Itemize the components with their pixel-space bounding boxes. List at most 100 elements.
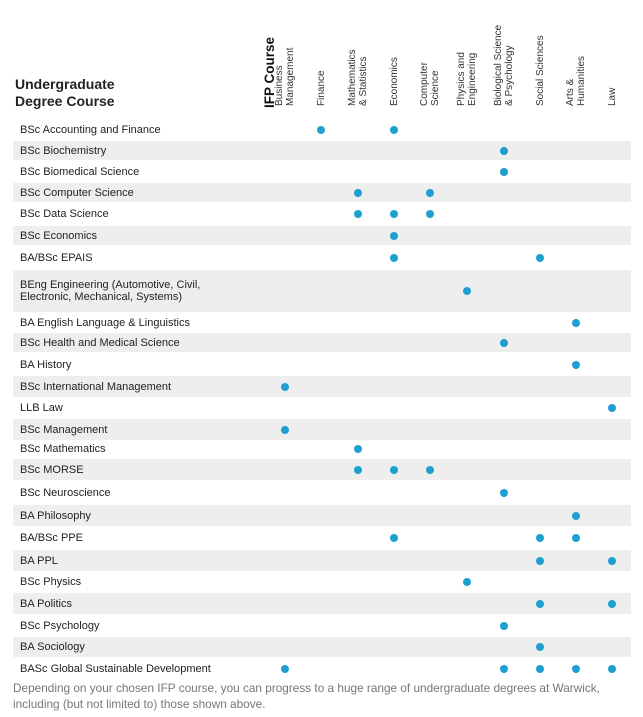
table-row: BSc Economics bbox=[13, 226, 631, 245]
table-row: BSc Computer Science bbox=[13, 183, 631, 202]
table-row: BSc Mathematics bbox=[13, 440, 631, 458]
course-name: LLB Law bbox=[20, 402, 63, 414]
table-row: BA English Language & Linguistics bbox=[13, 313, 631, 332]
table-row: BSc Biomedical Science bbox=[13, 162, 631, 181]
course-name: BSc Biochemistry bbox=[20, 145, 107, 157]
column-header-line: Engineering bbox=[467, 52, 478, 106]
column-header-line: Science bbox=[430, 70, 441, 106]
column-header-line: Business bbox=[274, 65, 285, 106]
footnote: Depending on your chosen IFP course, you… bbox=[13, 681, 600, 711]
match-dot-bsp bbox=[500, 168, 508, 176]
column-header-line: Social Sciences bbox=[534, 35, 546, 106]
course-name: BSc Data Science bbox=[20, 208, 109, 220]
table-row: BA Politics bbox=[13, 593, 631, 614]
course-name: BA Politics bbox=[20, 598, 72, 610]
table-row: BSc Physics bbox=[13, 571, 631, 593]
column-header-line: Computer bbox=[419, 62, 430, 106]
course-name: BSc Accounting and Finance bbox=[20, 124, 161, 136]
course-name: BA Sociology bbox=[20, 641, 85, 653]
table-row: BA/BSc EPAIS bbox=[13, 248, 631, 268]
table-row: BSc Health and Medical Science bbox=[13, 333, 631, 352]
table-row: BA PPL bbox=[13, 550, 631, 571]
course-name: BEng Engineering (Automotive, Civil, Elec… bbox=[20, 279, 201, 303]
course-name: BSc Physics bbox=[20, 576, 82, 588]
match-dot-bm bbox=[281, 383, 289, 391]
table-row: BA Philosophy bbox=[13, 505, 631, 526]
table-row: BSc Biochemistry bbox=[13, 141, 631, 160]
course-name: BSc International Management bbox=[20, 381, 172, 393]
table-row: BSc Neuroscience bbox=[13, 482, 631, 504]
match-dot-ah bbox=[572, 665, 580, 673]
match-dot-ms bbox=[354, 445, 362, 453]
table-row: BEng Engineering (Automotive, Civil, Elec… bbox=[13, 270, 631, 312]
match-dot-ah bbox=[572, 361, 580, 369]
column-header-bsp: Biological Science & Psychology bbox=[493, 25, 515, 106]
match-dot-eco bbox=[390, 210, 398, 218]
match-dot-ms bbox=[354, 210, 362, 218]
match-dot-ss bbox=[536, 557, 544, 565]
course-name: BA PPL bbox=[20, 555, 58, 567]
match-dot-ah bbox=[572, 512, 580, 520]
table-row: BA Sociology bbox=[13, 637, 631, 657]
match-dot-bsp bbox=[500, 665, 508, 673]
course-name: BASc Global Sustainable Development bbox=[20, 663, 211, 675]
column-header-pe: Physics and Engineering bbox=[456, 52, 478, 106]
table-row: BA History bbox=[13, 354, 631, 375]
column-header-eco: Economics bbox=[389, 57, 400, 106]
column-header-line: Management bbox=[285, 47, 296, 106]
column-header-ss: Social Sciences bbox=[535, 35, 546, 106]
match-dot-cs bbox=[426, 466, 434, 474]
column-header-line: Humanities bbox=[576, 55, 587, 106]
match-dot-bsp bbox=[500, 147, 508, 155]
column-header-line: Economics bbox=[388, 57, 400, 106]
match-dot-bsp bbox=[500, 622, 508, 630]
course-name: BSc Management bbox=[20, 424, 108, 436]
match-dot-eco bbox=[390, 534, 398, 542]
table-title: Undergraduate Degree Course bbox=[15, 76, 115, 110]
table-row: LLB Law bbox=[13, 398, 631, 418]
course-name: BSc MORSE bbox=[20, 464, 84, 476]
course-name: BSc Computer Science bbox=[20, 187, 134, 199]
match-dot-ms bbox=[354, 466, 362, 474]
match-dot-bm bbox=[281, 665, 289, 673]
table-row: BA/BSc PPE bbox=[13, 526, 631, 549]
course-name: BSc Psychology bbox=[20, 620, 100, 632]
match-dot-bsp bbox=[500, 339, 508, 347]
column-header-law: Law bbox=[607, 88, 618, 106]
match-dot-bsp bbox=[500, 489, 508, 497]
course-name: BSc Neuroscience bbox=[20, 487, 111, 499]
column-header-line: & Statistics bbox=[358, 56, 369, 106]
match-dot-ah bbox=[572, 534, 580, 542]
course-name: BA/BSc PPE bbox=[20, 532, 83, 544]
column-header-ah: Arts & Humanities bbox=[565, 56, 587, 106]
column-header-line: Mathematics bbox=[347, 49, 358, 106]
match-dot-pe bbox=[463, 287, 471, 295]
match-dot-ss bbox=[536, 534, 544, 542]
match-dot-eco bbox=[390, 466, 398, 474]
course-name: BA English Language & Linguistics bbox=[20, 317, 191, 329]
table-row: BSc Management bbox=[13, 419, 631, 440]
match-dot-ss bbox=[536, 254, 544, 262]
match-dot-pe bbox=[463, 578, 471, 586]
column-header-line: Physics and bbox=[456, 52, 467, 106]
match-dot-ss bbox=[536, 643, 544, 651]
column-header-line: Law bbox=[606, 87, 618, 106]
match-dot-cs bbox=[426, 189, 434, 197]
column-header-line: & Psychology bbox=[504, 45, 515, 106]
course-name: BA Philosophy bbox=[20, 510, 91, 522]
match-dot-ss bbox=[536, 600, 544, 608]
match-dot-ah bbox=[572, 319, 580, 327]
match-dot-eco bbox=[390, 126, 398, 134]
match-dot-fin bbox=[317, 126, 325, 134]
match-dot-law bbox=[608, 557, 616, 565]
course-name: BSc Health and Medical Science bbox=[20, 337, 180, 349]
course-name: BSc Economics bbox=[20, 230, 98, 242]
table-row: BSc MORSE bbox=[13, 459, 631, 480]
column-header-fin: Finance bbox=[316, 70, 327, 106]
column-header-line: Arts & bbox=[565, 78, 576, 106]
course-name: BSc Biomedical Science bbox=[20, 166, 140, 178]
title-line-2: Degree Course bbox=[15, 93, 115, 109]
table-row: BSc Psychology bbox=[13, 615, 631, 637]
match-dot-law bbox=[608, 600, 616, 608]
match-dot-ms bbox=[354, 189, 362, 197]
